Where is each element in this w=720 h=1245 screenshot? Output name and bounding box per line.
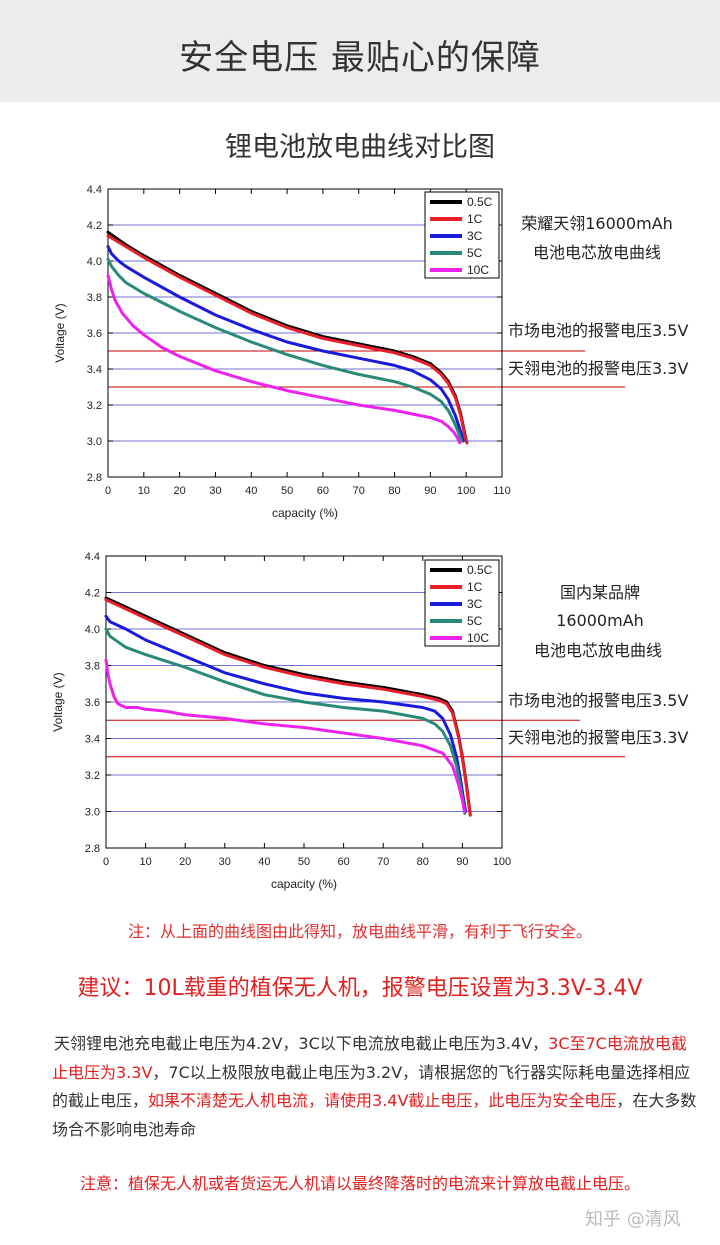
legend-label: 0.5C	[467, 195, 493, 209]
y-tick-label: 4.0	[87, 256, 102, 268]
x-tick-label: 80	[417, 856, 429, 868]
y-tick-label: 3.6	[87, 328, 102, 340]
legend-label: 10C	[467, 631, 489, 645]
conclusion-note: 注：从上面的曲线图由此得知，放电曲线平滑，有利于飞行安全。	[127, 922, 592, 941]
chart-annotation: 国内某品牌	[560, 583, 640, 602]
legend-label: 1C	[467, 580, 483, 594]
discharge-chart-1: 0 10 20 30 40 50 60 70 80 90 100 110 2.8 3.0 3.2 3.4 3.6…	[53, 184, 688, 520]
legend-label: 10C	[467, 263, 489, 277]
chart-section-title: 锂电池放电曲线对比图	[225, 132, 495, 163]
y-axis-label: Voltage (V)	[51, 672, 65, 731]
y-tick-label: 3.0	[87, 436, 102, 448]
x-tick-label: 50	[298, 856, 310, 868]
alarm-voltage-label: 天翎电池的报警电压3.3V	[508, 728, 688, 747]
chart-annotation: 电池电芯放电曲线	[533, 243, 661, 262]
alarm-voltage-label: 市场电池的报警电压3.5V	[508, 691, 688, 710]
header-banner: 安全电压 最贴心的保障	[0, 0, 720, 102]
x-tick-label: 10	[138, 485, 150, 497]
y-tick-label: 4.4	[87, 184, 102, 196]
attention-note: 注意：植保无人机或者货运无人机请以最终降落时的电流来计算放电截止电压。	[79, 1174, 640, 1193]
legend-label: 3C	[467, 229, 483, 243]
y-tick-label: 4.2	[85, 588, 100, 600]
x-tick-label: 100	[493, 856, 511, 868]
x-tick-label: 110	[493, 485, 511, 497]
y-tick-label: 2.8	[85, 843, 100, 855]
chart-annotation: 荣耀天翎16000mAh	[521, 214, 673, 233]
y-tick-label: 3.2	[87, 400, 102, 412]
x-tick-label: 50	[281, 485, 293, 497]
y-tick-label: 4.4	[85, 551, 100, 563]
para-text-3: ，在大多数场合不影响电池寿命	[52, 1091, 697, 1139]
y-tick-label: 2.8	[87, 472, 102, 484]
suggestion-text: 建议：10L载重的植保无人机，报警电压设置为3.3V-3.4V	[77, 976, 643, 1001]
series-line-5C	[106, 257, 463, 443]
legend-label: 5C	[467, 614, 483, 628]
x-tick-label: 70	[353, 485, 365, 497]
x-tick-label: 30	[209, 485, 221, 497]
x-tick-label: 90	[424, 485, 436, 497]
y-tick-label: 4.2	[87, 220, 102, 232]
para-text-1: 天翎锂电池充电截止电压为4.2V，3C以下电流放电截止电压为3.4V，	[54, 1034, 549, 1053]
para-text-2: ，7C以上极限放电截止电压为3.2V，请根据您的飞行器实际耗电量选择相应的截止电…	[52, 1062, 691, 1111]
legend-label: 5C	[467, 246, 483, 260]
header-title: 安全电压 最贴心的保障	[179, 38, 541, 78]
x-tick-label: 60	[317, 485, 329, 497]
para-highlight-2: 如果不清楚无人机电流，请使用3.4V截止电压，此电压为安全电压	[148, 1091, 617, 1110]
x-tick-label: 20	[174, 485, 186, 497]
y-axis-label: Voltage (V)	[53, 303, 67, 362]
series-line-3C	[104, 614, 468, 813]
y-tick-label: 3.0	[85, 807, 100, 819]
series-line-10C	[106, 273, 462, 445]
y-tick-label: 3.4	[87, 364, 102, 376]
legend-label: 3C	[467, 597, 483, 611]
para-highlight-1: 3C至7C电流放电截止电压为3.3V	[52, 1034, 687, 1082]
x-tick-label: 80	[388, 485, 400, 497]
y-tick-label: 3.4	[85, 734, 100, 746]
y-tick-label: 3.2	[85, 770, 100, 782]
description-paragraph: 天翎锂电池充电截止电压为4.2V，3C以下电流放电截止电压为3.4V，3C至7C…	[52, 1030, 702, 1144]
x-tick-label: 70	[377, 856, 389, 868]
discharge-chart-2: 0 10 20 30 40 50 60 70 80 90 100 2.8 3.0 3.2 3.4 3.6 3.8…	[51, 551, 688, 891]
legend-label: 1C	[467, 212, 483, 226]
series-line-5C	[104, 627, 467, 815]
legend-label: 0.5C	[467, 563, 493, 577]
y-tick-label: 3.8	[87, 292, 102, 304]
alarm-voltage-label: 市场电池的报警电压3.5V	[508, 321, 688, 340]
series-line-1C	[106, 234, 469, 445]
chart-annotation: 电池电芯放电曲线	[534, 641, 662, 660]
x-tick-label: 0	[105, 485, 111, 497]
x-tick-label: 0	[103, 856, 109, 868]
x-tick-label: 90	[456, 856, 468, 868]
series-line-1C	[104, 598, 472, 817]
x-tick-label: 30	[219, 856, 231, 868]
x-tick-label: 20	[179, 856, 191, 868]
alarm-voltage-label: 天翎电池的报警电压3.3V	[508, 359, 688, 378]
x-axis-label: capacity (%)	[271, 877, 337, 891]
x-tick-label: 40	[258, 856, 270, 868]
series-line-10C	[104, 658, 466, 813]
series-line-0.5C	[106, 230, 469, 445]
series-line-3C	[106, 245, 465, 443]
y-tick-label: 3.8	[85, 661, 100, 673]
chart-annotation: 16000mAh	[556, 611, 644, 630]
x-tick-label: 60	[337, 856, 349, 868]
y-tick-label: 4.0	[85, 624, 100, 636]
x-tick-label: 40	[245, 485, 257, 497]
x-axis-label: capacity (%)	[272, 506, 338, 520]
x-tick-label: 100	[457, 485, 475, 497]
y-tick-label: 3.6	[85, 697, 100, 709]
x-tick-label: 10	[139, 856, 151, 868]
watermark: 知乎 @清风	[585, 1209, 681, 1230]
